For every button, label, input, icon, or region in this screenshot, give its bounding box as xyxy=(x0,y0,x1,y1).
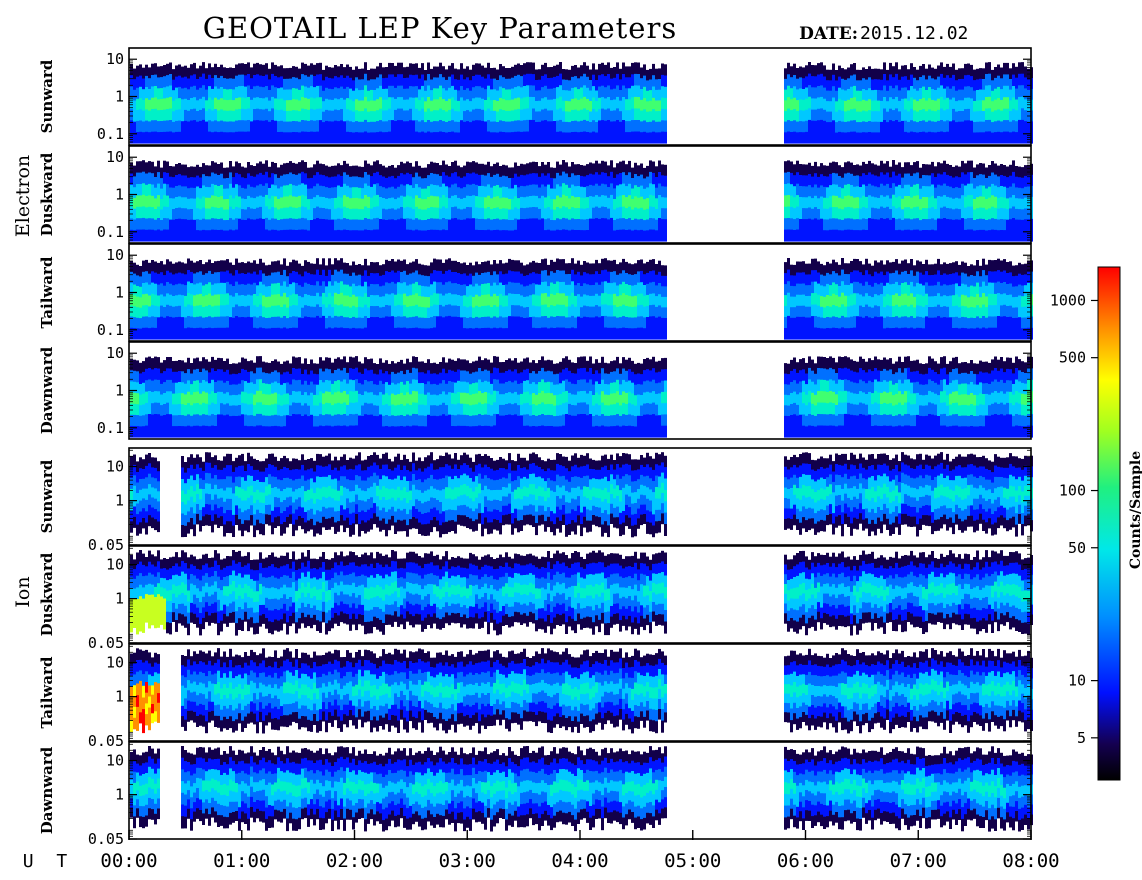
electron-dawnward-panel-label: Dawnward xyxy=(38,346,56,434)
electron-dawnward-ytick-label: 0.1 xyxy=(97,419,124,437)
ion-duskward-panel: 10 1 0.05 Duskward xyxy=(38,545,1033,652)
ion-sunward-ytick-label: 10 xyxy=(106,458,124,476)
ion-tailward-panel: 10 1 0.05 Tailward xyxy=(38,643,1033,750)
electron-dawnward-ytick-label: 10 xyxy=(106,344,124,362)
x-tick-label: 07:00 xyxy=(890,850,947,872)
ion-sunward-panel-label: Sunward xyxy=(38,459,56,533)
electron-sunward-ytick-label: 10 xyxy=(106,50,124,68)
colorbar-tick-label: 50 xyxy=(1068,539,1086,557)
ion-tailward-panel-label: Tailward xyxy=(38,656,56,728)
electron-duskward-spectrogram xyxy=(130,160,1033,242)
species-labels: Electron Ion xyxy=(12,155,34,608)
electron-tailward-ytick-label: 0.1 xyxy=(97,321,124,339)
electron-dawnward-ytick-label: 1 xyxy=(115,382,124,400)
colorbar-tick-label: 5 xyxy=(1077,729,1086,747)
species-label-electron: Electron xyxy=(12,155,34,237)
electron-duskward-ytick-label: 10 xyxy=(106,148,124,166)
ion-dawnward-panel: 10 1 0.05 Dawnward xyxy=(38,741,1033,848)
colorbar-tick-label: 1000 xyxy=(1050,291,1086,309)
ion-duskward-ytick-label: 1 xyxy=(115,590,124,608)
electron-sunward-ytick-label: 1 xyxy=(115,88,124,106)
ion-duskward-panel-label: Duskward xyxy=(38,552,56,636)
ion-tailward-ytick-label: 0.05 xyxy=(88,732,124,750)
ion-duskward-spectrogram xyxy=(130,550,1033,636)
ion-tailward-frame xyxy=(128,643,1032,742)
electron-duskward-panel: 10 1 0.1 Duskward xyxy=(38,145,1033,244)
x-axis: U T 00:00 01:00 02:00 03:00 04:00 05:00 06:00 07… xyxy=(23,830,1060,872)
electron-tailward-spectrogram xyxy=(130,258,1033,340)
colorbar-scale xyxy=(1097,266,1121,781)
electron-dawnward-spectrogram xyxy=(130,356,1033,438)
ion-sunward-panel: 10 1 0.05 Sunward xyxy=(38,447,1033,554)
colorbar-tick-label: 10 xyxy=(1068,672,1086,690)
electron-dawnward-panel: 10 1 0.1 Dawnward xyxy=(38,341,1033,440)
electron-sunward-spectrogram xyxy=(130,62,1033,144)
ion-dawnward-ytick-label: 0.05 xyxy=(88,830,124,848)
date-stamp: DATE: 2015.12.02 xyxy=(799,23,968,44)
chart-title: GEOTAIL LEP Key Parameters xyxy=(203,11,677,45)
ion-dawnward-ytick-label: 10 xyxy=(106,752,124,770)
date-value: 2015.12.02 xyxy=(860,23,968,44)
ion-dawnward-panel-label: Dawnward xyxy=(38,746,56,834)
electron-tailward-ytick-label: 1 xyxy=(115,284,124,302)
x-tick-label: 01:00 xyxy=(213,850,270,872)
colorbar-tick-label: 500 xyxy=(1059,349,1086,367)
electron-duskward-ytick-label: 1 xyxy=(115,186,124,204)
colorbar: 1000 500 100 50 10 5 Counts/Sample xyxy=(1050,266,1142,781)
ion-dawnward-ytick-label: 1 xyxy=(115,786,124,804)
electron-duskward-panel-label: Duskward xyxy=(38,152,56,236)
ion-duskward-frame xyxy=(128,545,1032,644)
ion-sunward-ytick-label: 1 xyxy=(115,492,124,510)
x-tick-label: 02:00 xyxy=(326,850,383,872)
spectrogram-panels: 10 1 0.1 Sunward 10 1 0.1 Duskward 10 1 0.1 Tailwar… xyxy=(38,47,1033,848)
ion-dawnward-spectrogram xyxy=(130,746,1033,832)
ion-tailward-ytick-label: 1 xyxy=(115,688,124,706)
date-label: DATE: xyxy=(799,24,858,44)
electron-tailward-panel-label: Tailward xyxy=(38,256,56,328)
x-tick-label: 08:00 xyxy=(1002,850,1059,872)
ion-tailward-spectrogram xyxy=(130,648,1033,734)
electron-duskward-ytick-label: 0.1 xyxy=(97,223,124,241)
x-tick-label: 06:00 xyxy=(777,850,834,872)
ion-sunward-frame xyxy=(128,447,1032,546)
ion-sunward-spectrogram xyxy=(130,452,1033,538)
x-tick-label: 00:00 xyxy=(100,850,157,872)
colorbar-tick-label: 100 xyxy=(1059,482,1086,500)
x-axis-label: U T xyxy=(23,851,74,872)
ion-sunward-ytick-label: 0.05 xyxy=(88,536,124,554)
electron-sunward-panel-label: Sunward xyxy=(38,59,56,133)
x-tick-label: 03:00 xyxy=(439,850,496,872)
species-label-ion: Ion xyxy=(12,576,34,607)
colorbar-ticks: 1000 500 100 50 10 5 xyxy=(1050,291,1098,747)
electron-sunward-panel: 10 1 0.1 Sunward xyxy=(38,47,1033,146)
colorbar-label: Counts/Sample xyxy=(1128,451,1142,569)
electron-tailward-ytick-label: 10 xyxy=(106,246,124,264)
ion-tailward-ytick-label: 10 xyxy=(106,654,124,672)
electron-tailward-panel: 10 1 0.1 Tailward xyxy=(38,243,1033,342)
x-tick-label: 04:00 xyxy=(551,850,608,872)
electron-sunward-ytick-label: 0.1 xyxy=(97,125,124,143)
x-tick-label: 05:00 xyxy=(664,850,721,872)
ion-duskward-ytick-label: 10 xyxy=(106,556,124,574)
ion-duskward-ytick-label: 0.05 xyxy=(88,634,124,652)
